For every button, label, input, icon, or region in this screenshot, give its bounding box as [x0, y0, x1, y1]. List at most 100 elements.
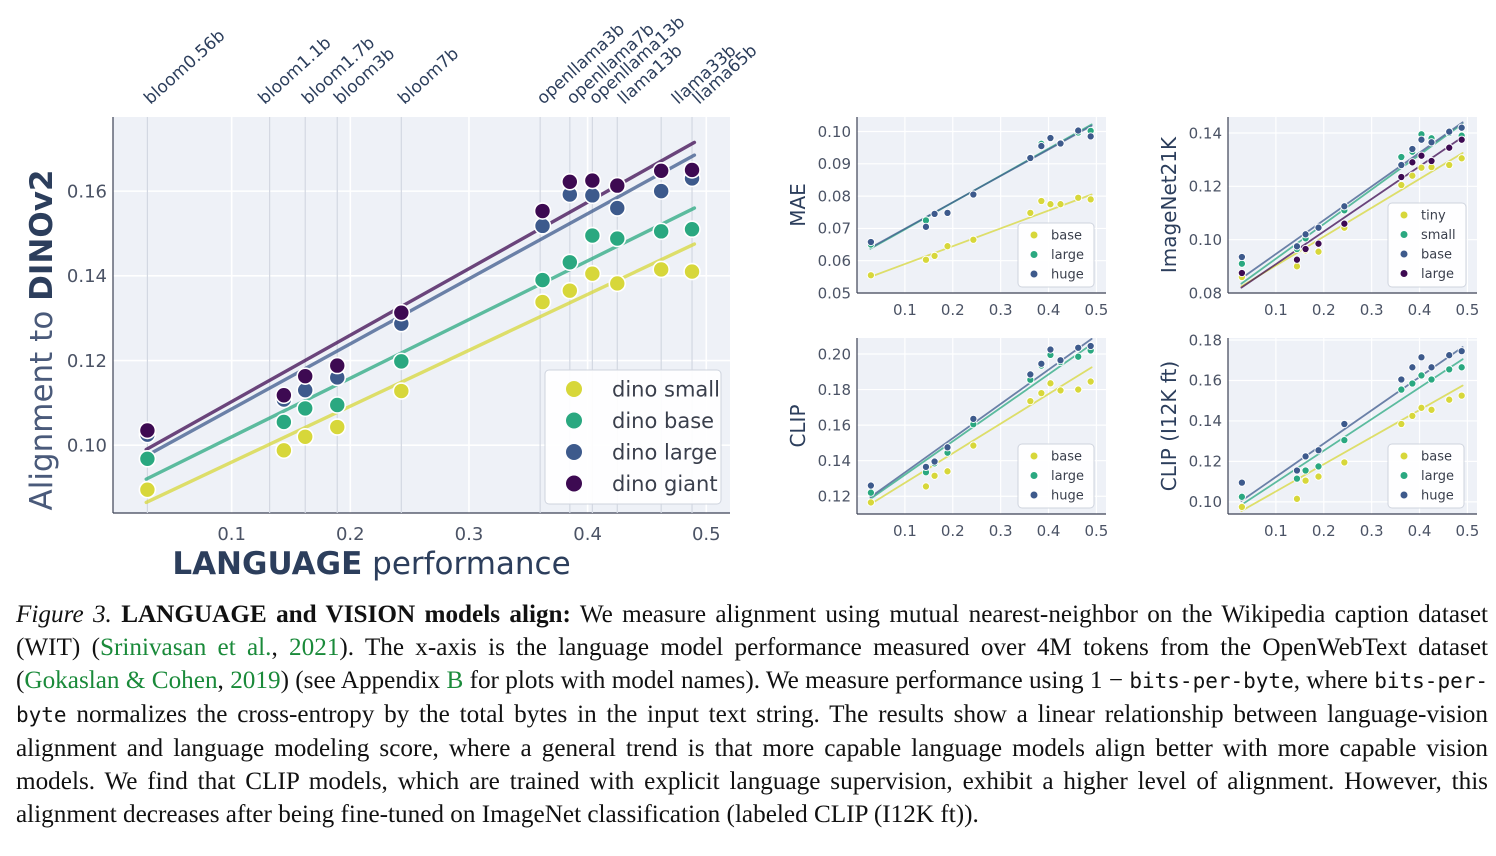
data-point-large	[1074, 352, 1083, 361]
data-point-tiny	[1314, 247, 1323, 256]
code-bits-per-byte-2: bits-per-byte	[16, 669, 1489, 727]
y-tick-label: 0.20	[818, 345, 851, 363]
data-point-large	[1340, 219, 1349, 228]
legend-marker	[1400, 211, 1408, 219]
figure-label: Figure 3.	[16, 601, 112, 628]
data-point-base	[1457, 391, 1466, 400]
fit-line-large	[1240, 358, 1464, 506]
legend-label: base	[1421, 450, 1452, 465]
data-point-dino-large	[583, 186, 602, 205]
data-point-huge	[1427, 363, 1436, 372]
data-point-small	[1397, 152, 1406, 162]
data-point-base	[1427, 405, 1436, 414]
data-point-base	[930, 251, 939, 260]
legend-label: base	[1051, 450, 1082, 465]
data-point-huge	[1026, 153, 1035, 163]
data-point-dino-base	[583, 226, 602, 245]
y-tick-label: 0.14	[1189, 412, 1222, 430]
citation-sep-1: ,	[271, 634, 290, 661]
data-point-base	[1292, 494, 1302, 503]
fit-line-large	[869, 343, 1093, 500]
data-point-base	[866, 271, 875, 280]
legend-marker	[1030, 472, 1038, 479]
data-point-huge	[930, 209, 939, 218]
y-tick-label: 0.18	[1189, 331, 1222, 349]
fit-line-small	[1240, 122, 1464, 285]
data-point-dino-base	[138, 449, 157, 468]
data-point-base	[921, 482, 931, 491]
legend-label: huge	[1051, 268, 1084, 283]
y-axis-title-pre: Alignment to	[24, 301, 60, 511]
data-point-dino-small	[608, 274, 627, 293]
data-point-base	[1292, 242, 1302, 251]
data-point-base	[1314, 223, 1323, 232]
x-tick-label: 0.2	[336, 524, 365, 545]
data-point-huge	[1457, 347, 1466, 356]
main-chart: 0.1 0.2 0.3 0.4 0.5 0.10 0.12 0.14 0.16 bloom0.56…	[24, 12, 761, 582]
legend-box	[544, 369, 722, 505]
fit-line-huge	[869, 124, 1093, 249]
x-axis-title-rest: performance	[362, 546, 570, 582]
data-point-large	[1237, 268, 1246, 278]
data-point-large	[1397, 385, 1406, 394]
x-tick-label: 0.4	[1037, 301, 1061, 319]
citation-gokaslan-year[interactable]: 2019	[230, 667, 281, 694]
y-axis-title: ImageNet21K	[1157, 136, 1181, 273]
data-point-dino-large	[608, 199, 627, 217]
data-point-base	[1037, 389, 1046, 398]
data-point-huge	[969, 414, 978, 423]
citation-gokaslan-author[interactable]: Gokaslan & Cohen	[24, 667, 218, 694]
data-point-huge	[1340, 419, 1349, 429]
data-point-large	[1292, 474, 1302, 483]
data-point-tiny	[1292, 262, 1302, 271]
data-point-dino-giant	[296, 367, 315, 386]
data-point-small	[1237, 259, 1246, 268]
x-tick-label: 0.4	[573, 524, 602, 545]
data-point-base	[930, 471, 939, 480]
fit-line-dino-base	[144, 206, 697, 481]
data-point-base	[921, 255, 931, 264]
y-tick-label: 0.08	[818, 187, 851, 205]
data-point-base	[1314, 472, 1323, 481]
y-tick-label: 0.06	[818, 252, 851, 270]
data-point-tiny	[1408, 171, 1417, 180]
caption-title: LANGUAGE and VISION models align:	[121, 601, 571, 628]
data-point-base	[1074, 385, 1083, 394]
legend-marker	[1400, 452, 1408, 460]
appendix-link[interactable]: B	[446, 667, 464, 694]
data-point-large	[1340, 436, 1349, 445]
clip-chart: 0.1 0.2 0.3 0.4 0.5 0.12 0.14 0.16 0.18 0.20 CLIP b…	[786, 337, 1108, 540]
data-point-base	[1301, 230, 1310, 239]
y-tick-label: 0.12	[818, 487, 851, 505]
legend-label: huge	[1051, 489, 1084, 504]
data-point-huge	[1037, 142, 1046, 151]
data-point-dino-small	[275, 441, 293, 460]
x-tick-label: 0.1	[1264, 522, 1288, 540]
data-point-dino-base	[608, 229, 627, 248]
imagenet21k-chart: 0.1 0.2 0.3 0.4 0.5 0.08 0.10 0.12 0.14 ImageNet2…	[1157, 117, 1479, 319]
x-tick-label: 0.3	[989, 301, 1013, 319]
data-point-dino-giant	[608, 176, 627, 195]
data-point-base	[1086, 377, 1095, 386]
citation-sep-2: ,	[217, 667, 231, 694]
data-point-dino-base	[533, 271, 552, 289]
data-point-dino-base	[296, 399, 315, 418]
data-point-base	[1408, 144, 1417, 154]
x-axis-title-bold: LANGUAGE	[172, 546, 362, 582]
data-point-huge	[1086, 341, 1095, 351]
legend-box	[1017, 222, 1095, 288]
legend-marker	[1400, 472, 1408, 479]
x-tick-label: 0.4	[1408, 301, 1432, 319]
data-point-dino-small	[296, 427, 315, 446]
legend-box	[1387, 202, 1467, 288]
fit-line-base	[869, 366, 1093, 506]
citation-srinivasan-author[interactable]: Srinivasan et al.	[99, 634, 272, 661]
legend-marker	[1400, 491, 1408, 499]
x-tick-label: 0.1	[893, 522, 917, 540]
clip-i12k-ft-chart: 0.1 0.2 0.3 0.4 0.5 0.10 0.12 0.14 0.16 0.18 CLIP …	[1157, 331, 1479, 540]
x-tick-label: 0.4	[1037, 522, 1061, 540]
data-point-base	[1340, 458, 1349, 467]
citation-srinivasan-year[interactable]: 2021	[289, 634, 340, 661]
data-point-dino-small	[392, 382, 411, 400]
fit-line-huge	[1240, 346, 1464, 502]
